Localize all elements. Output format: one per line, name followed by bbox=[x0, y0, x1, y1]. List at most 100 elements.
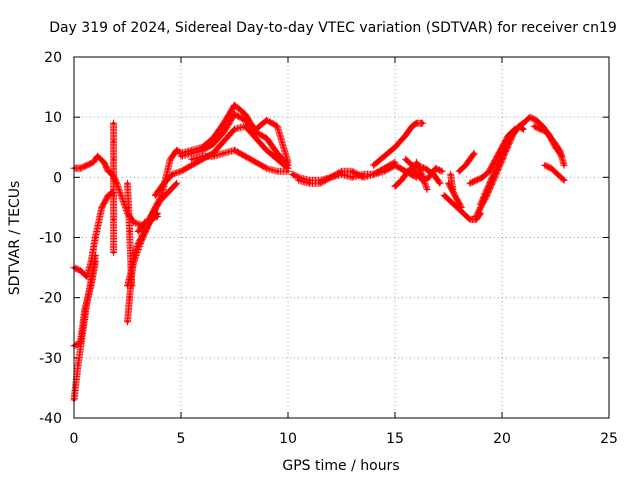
data-point bbox=[78, 166, 82, 170]
data-point bbox=[254, 127, 258, 131]
data-point bbox=[179, 154, 183, 158]
series-trace-15 bbox=[295, 158, 399, 187]
data-point bbox=[179, 169, 183, 173]
data-point bbox=[361, 175, 365, 179]
data-point bbox=[372, 163, 376, 167]
series-trace-12 bbox=[177, 110, 292, 166]
data-point bbox=[406, 169, 410, 173]
x-tick-label: 15 bbox=[386, 431, 404, 447]
data-point bbox=[78, 269, 82, 273]
data-point bbox=[91, 160, 95, 164]
data-point bbox=[414, 160, 418, 164]
data-point bbox=[76, 362, 80, 366]
data-point bbox=[143, 220, 147, 224]
x-tick-label: 5 bbox=[177, 431, 186, 447]
data-point bbox=[222, 130, 226, 134]
data-point bbox=[112, 121, 116, 125]
data-point bbox=[491, 172, 495, 176]
series-trace-16 bbox=[370, 119, 427, 169]
series-trace-13 bbox=[188, 146, 292, 175]
data-point bbox=[414, 121, 418, 125]
data-point bbox=[222, 121, 226, 125]
data-point bbox=[528, 115, 532, 119]
data-point bbox=[481, 175, 485, 179]
data-series bbox=[70, 101, 568, 404]
y-axis-label: SDTVAR / TECUs bbox=[7, 181, 23, 296]
data-point bbox=[506, 133, 510, 137]
data-point bbox=[126, 284, 129, 288]
data-point bbox=[286, 169, 290, 173]
data-point bbox=[106, 169, 110, 173]
data-point bbox=[112, 193, 116, 197]
data-point bbox=[423, 166, 427, 170]
x-tick-label: 0 bbox=[70, 431, 79, 447]
data-point bbox=[468, 217, 472, 221]
data-point bbox=[85, 163, 89, 167]
data-point bbox=[136, 229, 140, 233]
y-tick-label: -20 bbox=[39, 291, 62, 307]
data-point bbox=[200, 154, 204, 158]
data-point bbox=[233, 148, 236, 152]
data-point bbox=[106, 193, 110, 197]
data-point bbox=[562, 163, 566, 167]
data-point bbox=[190, 157, 194, 161]
data-point bbox=[457, 169, 461, 173]
data-point bbox=[93, 260, 97, 264]
data-point bbox=[153, 193, 157, 197]
data-point bbox=[168, 157, 172, 161]
data-point bbox=[243, 154, 247, 158]
tick-labels: 0 5 10 15 20 25 -40 -30 -20 -10 0 10 20 bbox=[39, 50, 618, 447]
series-trace-19 bbox=[412, 158, 431, 193]
data-point bbox=[112, 139, 116, 143]
data-point bbox=[350, 169, 354, 173]
data-point bbox=[233, 127, 236, 131]
plot-frame bbox=[73, 56, 610, 419]
x-tick-label: 20 bbox=[493, 431, 511, 447]
x-tick-label: 25 bbox=[600, 431, 618, 447]
data-point bbox=[318, 181, 322, 185]
data-point bbox=[112, 251, 116, 255]
data-point bbox=[265, 118, 269, 122]
data-point bbox=[222, 139, 226, 143]
data-point bbox=[438, 181, 442, 185]
data-point bbox=[254, 160, 258, 164]
data-point bbox=[479, 202, 483, 206]
data-point bbox=[500, 145, 504, 149]
data-point bbox=[451, 187, 455, 191]
data-point bbox=[449, 172, 453, 176]
data-point bbox=[155, 214, 159, 218]
data-point bbox=[130, 284, 134, 288]
data-point bbox=[93, 254, 97, 258]
data-point bbox=[534, 118, 538, 122]
data-point bbox=[160, 193, 164, 197]
data-point bbox=[472, 151, 476, 155]
data-point bbox=[175, 181, 179, 185]
data-point bbox=[275, 157, 279, 161]
data-point bbox=[275, 124, 279, 128]
data-point bbox=[265, 148, 269, 152]
data-point bbox=[474, 214, 478, 218]
chart-title: Day 319 of 2024, Sidereal Day-to-day VTE… bbox=[49, 20, 617, 36]
data-point bbox=[89, 284, 93, 288]
data-point bbox=[211, 142, 215, 146]
data-point bbox=[485, 187, 489, 191]
data-point bbox=[468, 181, 472, 185]
data-point bbox=[521, 127, 525, 131]
data-point bbox=[126, 181, 129, 185]
data-point bbox=[96, 154, 100, 158]
data-point bbox=[382, 154, 386, 158]
y-tick-label: -10 bbox=[39, 231, 62, 247]
data-point bbox=[455, 205, 459, 209]
data-point bbox=[126, 320, 129, 324]
data-point bbox=[233, 112, 236, 116]
data-point bbox=[162, 181, 166, 185]
data-point bbox=[425, 187, 429, 191]
data-point bbox=[112, 157, 116, 161]
data-point bbox=[556, 172, 560, 176]
data-point bbox=[290, 172, 294, 176]
x-tick-label: 10 bbox=[279, 431, 297, 447]
data-point bbox=[340, 169, 343, 173]
data-point bbox=[494, 157, 498, 161]
series-trace-21 bbox=[447, 170, 457, 193]
data-point bbox=[83, 308, 87, 312]
